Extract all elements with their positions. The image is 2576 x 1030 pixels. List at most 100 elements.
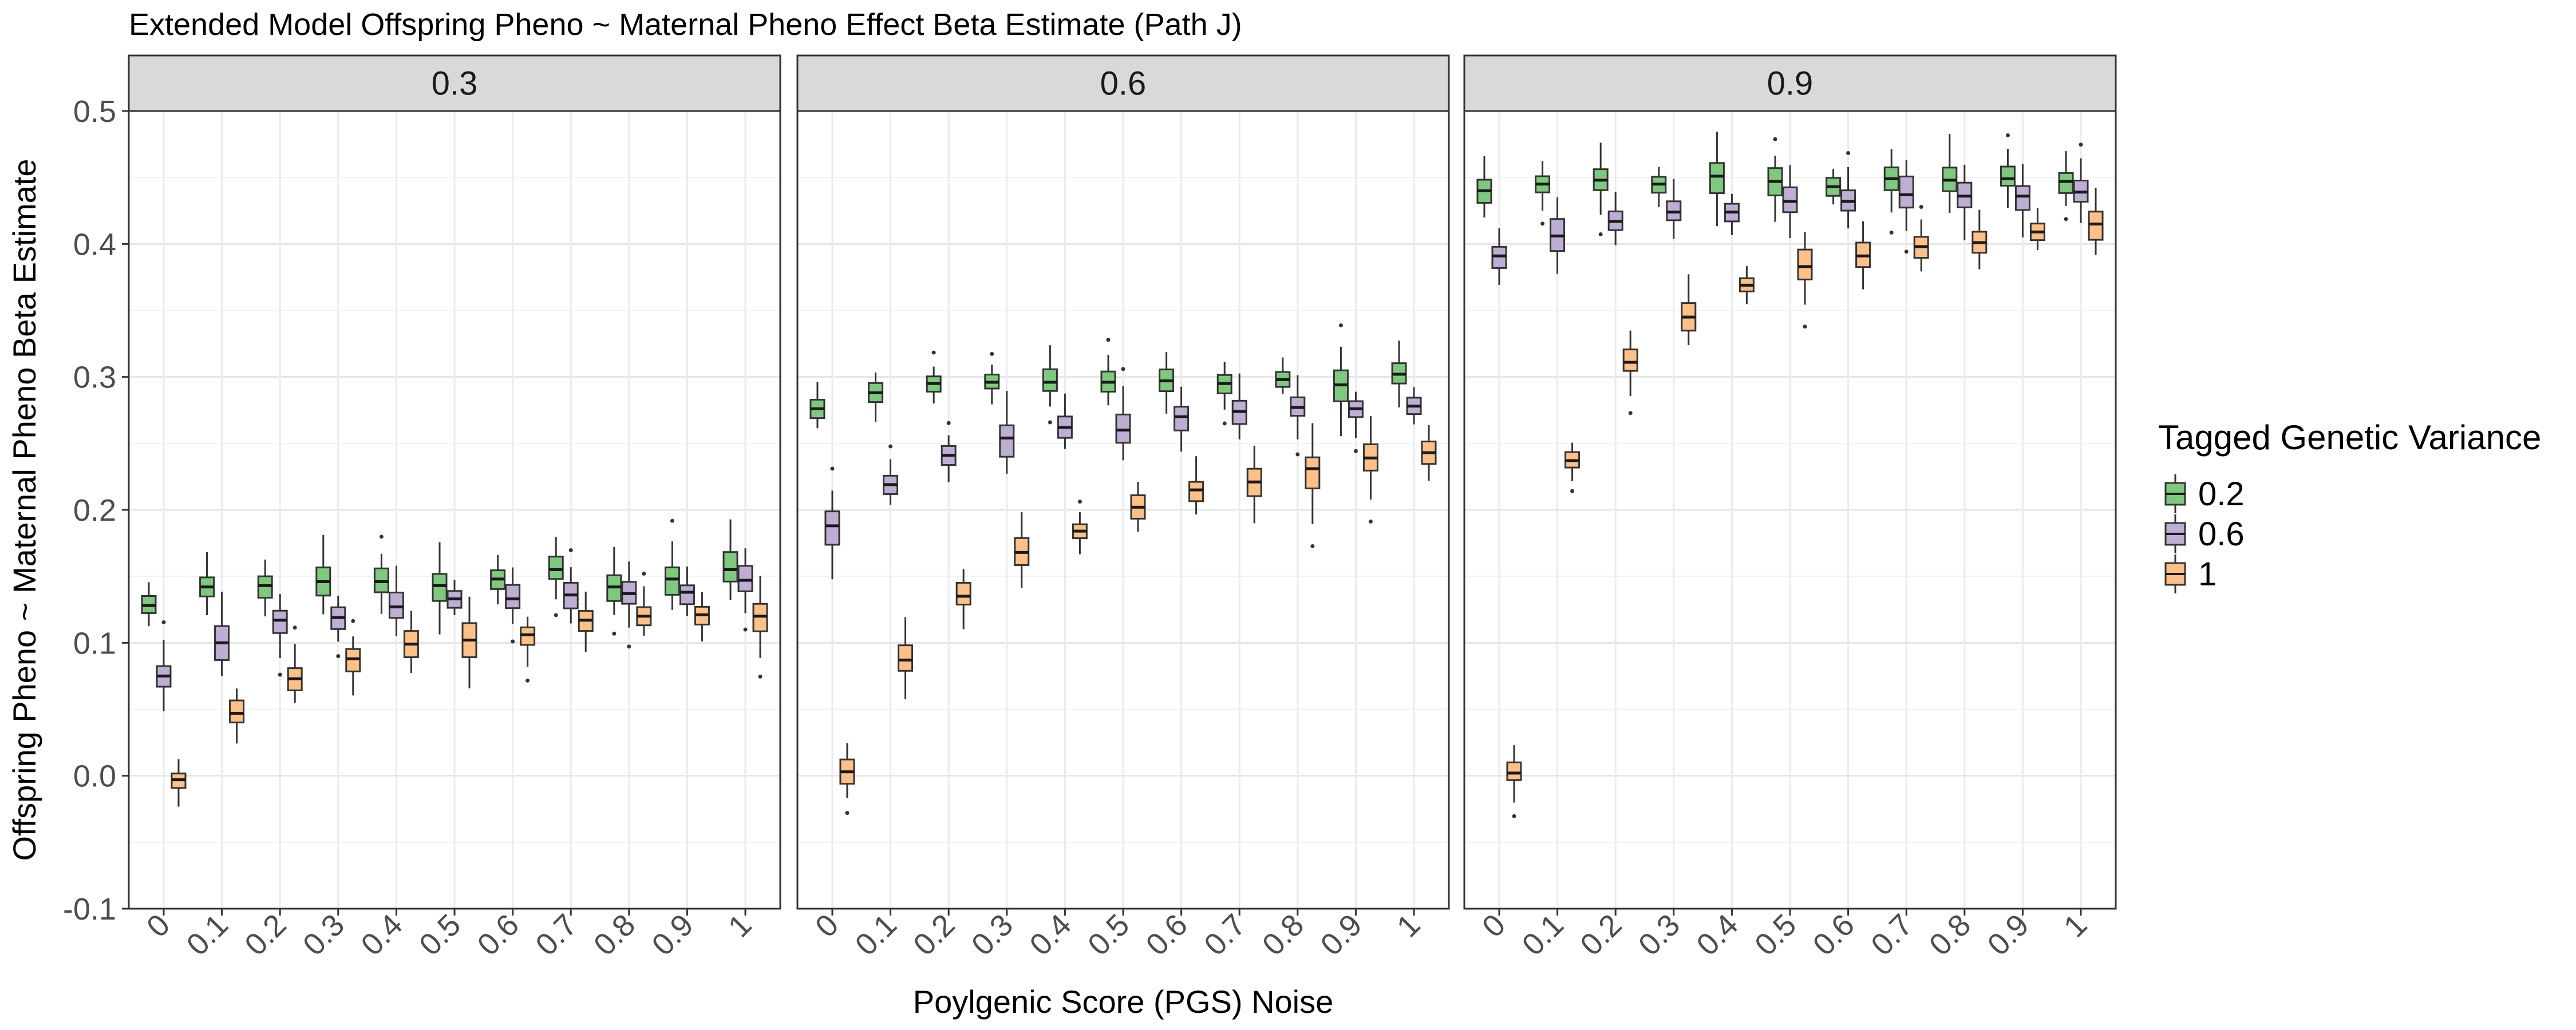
y-tick-label: 0.0: [73, 759, 116, 794]
box-0.6-0.4: [1057, 393, 1073, 449]
box-1-0.1: [1564, 442, 1581, 493]
box-body: [955, 581, 971, 606]
box-body: [999, 424, 1015, 458]
legend-entry-label: 0.2: [2198, 476, 2245, 513]
box-body: [722, 551, 738, 583]
box-outlier: [743, 627, 748, 632]
box-outlier: [1512, 814, 1516, 818]
facet-strip: [796, 54, 1450, 112]
box-outlier: [1803, 324, 1807, 329]
x-tick-label: 0.8: [587, 908, 642, 962]
box-1-0.8: [1971, 209, 1988, 270]
legend-key: [2164, 514, 2186, 553]
box-0.2-0: [1476, 156, 1492, 218]
x-tick-label: 0.3: [965, 908, 1020, 962]
box-outlier: [1540, 221, 1545, 226]
box-0.6-0.5: [1115, 367, 1131, 461]
box-0.2-0.7: [1883, 149, 1899, 235]
box-0.6-0.1: [883, 444, 899, 505]
x-tick-label: 0.1: [849, 908, 904, 962]
box-0.6-0: [156, 620, 172, 712]
x-tick-label: 1: [722, 908, 758, 944]
box-0.2-0.3: [315, 534, 331, 615]
box-1-0.9: [1362, 415, 1378, 524]
box-outlier: [1106, 338, 1111, 342]
y-tick-label: 0.3: [73, 360, 116, 395]
legend-entry-label: 0.6: [2198, 516, 2245, 553]
box-outlier: [1222, 421, 1227, 426]
y-tick-label: 0.1: [73, 626, 116, 660]
box-body: [505, 584, 521, 609]
box-0.2-0.5: [432, 542, 448, 635]
box-body: [1174, 406, 1190, 431]
facet-strip-label: 0.3: [432, 65, 478, 102]
box-0.2-0.6: [490, 555, 506, 605]
box-outlier: [830, 466, 835, 471]
box-body: [272, 609, 288, 634]
box-0.2-0.4: [1709, 132, 1725, 226]
box-body: [1305, 456, 1321, 490]
box-1-0.2: [1622, 330, 1638, 415]
box-1-0.3: [345, 619, 361, 696]
box-body: [229, 699, 245, 724]
box-body: [345, 648, 361, 672]
box-0.6-0.6: [1174, 386, 1190, 452]
box-0.6-0.9: [2014, 164, 2030, 237]
box-0.2-0.1: [199, 552, 215, 615]
box-body: [2014, 185, 2030, 211]
legend-entry-label: 1: [2198, 556, 2217, 593]
box-outlier: [1846, 150, 1851, 155]
x-tick-label: 0.6: [1140, 908, 1195, 962]
box-outlier: [1310, 544, 1315, 549]
x-tick-label: 0: [1476, 908, 1512, 944]
box-body: [1042, 368, 1058, 392]
box-1-0.6: [520, 616, 536, 683]
box-outlier: [1048, 420, 1052, 425]
box-1-1: [752, 576, 768, 679]
box-0.2-1: [722, 519, 738, 600]
facet-panel-0.9: 0.90 0.1 0.2 0.3 0.4 0.5 0.6 0.7 0.8 0.9 1: [1463, 54, 2117, 962]
box-0.2-0.5: [1100, 338, 1116, 406]
box-outlier: [1121, 367, 1125, 371]
box-outlier: [627, 644, 631, 649]
x-tick-label: 0.6: [471, 908, 526, 962]
box-1-1: [1421, 425, 1437, 481]
box-0.6-0.3: [330, 595, 346, 659]
box-1-0.1: [898, 617, 914, 699]
x-tick-label: 0.3: [297, 908, 351, 962]
box-0.2-0.9: [1333, 323, 1349, 437]
facet-panel-0.3: 0.30 0.1 0.2 0.3 0.4 0.5 0.6 0.7 0.8 0.9 1: [128, 54, 781, 962]
box-1-0.9: [694, 592, 710, 641]
facet-panel-0.6: 0.60 0.1 0.2 0.3 0.4 0.5 0.6 0.7 0.8 0.9 1: [796, 54, 1450, 962]
box-outlier: [278, 672, 282, 677]
box-body: [1188, 481, 1204, 502]
facet-strip: [1463, 54, 2117, 112]
box-1-0: [171, 759, 187, 807]
x-tick-label: 0.7: [1864, 908, 1919, 962]
box-outlier: [1628, 411, 1633, 415]
facet-strip: [128, 54, 781, 112]
x-tick-label: 1: [2057, 908, 2094, 944]
box-1-0.2: [955, 569, 971, 629]
box-outlier: [351, 619, 355, 623]
box-outlier: [931, 350, 936, 355]
box-0.6-0: [1491, 228, 1507, 285]
box-0.2-0.1: [868, 372, 884, 422]
box-outlier: [946, 421, 951, 425]
box-body: [432, 573, 448, 602]
y-tick-label: 0.2: [73, 493, 116, 528]
x-tick-label: 0.5: [1748, 908, 1803, 962]
box-outlier: [1904, 249, 1909, 254]
box-0.2-0.7: [1216, 362, 1232, 426]
box-outlier: [554, 613, 558, 617]
box-0.2-0.2: [926, 350, 942, 404]
box-1-0: [1506, 745, 1522, 818]
box-outlier: [845, 811, 850, 815]
box-body: [2058, 172, 2074, 194]
box-0.6-0.4: [1724, 193, 1740, 235]
box-0.2-0.1: [1535, 161, 1551, 226]
box-0.2-0: [809, 382, 825, 429]
box-0.2-0.6: [1159, 352, 1175, 414]
box-0.6-0.7: [563, 548, 579, 624]
box-outlier: [1570, 489, 1575, 493]
